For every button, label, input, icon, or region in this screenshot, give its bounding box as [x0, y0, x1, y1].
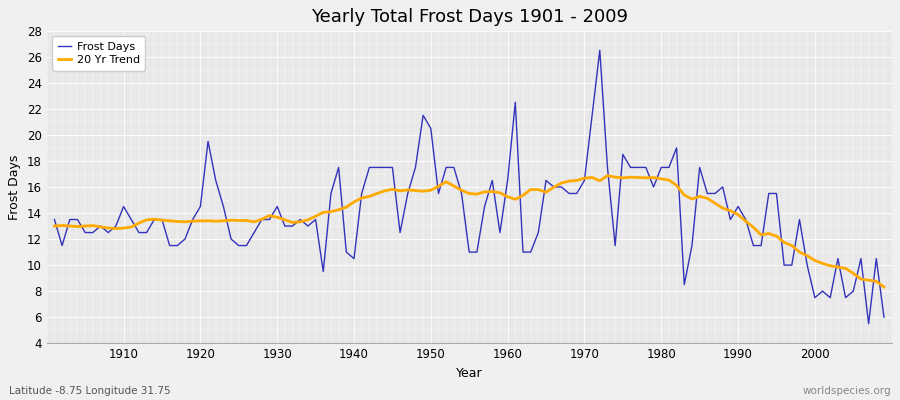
Text: Latitude -8.75 Longitude 31.75: Latitude -8.75 Longitude 31.75: [9, 386, 171, 396]
Line: Frost Days: Frost Days: [54, 50, 884, 324]
Frost Days: [111, 224, 122, 228]
Text: worldspecies.org: worldspecies.org: [803, 386, 891, 396]
20 Yr Trend: [494, 190, 505, 195]
20 Yr Trend: [502, 194, 513, 199]
20 Yr Trend: [602, 173, 613, 178]
20 Yr Trend: [280, 218, 291, 222]
Frost Days: [602, 165, 613, 170]
Frost Days: [878, 315, 889, 320]
20 Yr Trend: [326, 209, 337, 214]
Frost Days: [502, 178, 513, 183]
Frost Days: [326, 191, 337, 196]
Legend: Frost Days, 20 Yr Trend: Frost Days, 20 Yr Trend: [52, 36, 146, 71]
Frost Days: [494, 230, 505, 235]
20 Yr Trend: [49, 224, 59, 228]
20 Yr Trend: [111, 226, 122, 231]
Frost Days: [280, 224, 291, 228]
Title: Yearly Total Frost Days 1901 - 2009: Yearly Total Frost Days 1901 - 2009: [310, 8, 627, 26]
Frost Days: [863, 321, 874, 326]
Y-axis label: Frost Days: Frost Days: [8, 154, 22, 220]
20 Yr Trend: [594, 178, 605, 183]
Line: 20 Yr Trend: 20 Yr Trend: [54, 176, 884, 287]
Frost Days: [594, 48, 605, 53]
20 Yr Trend: [878, 285, 889, 290]
Frost Days: [49, 217, 59, 222]
X-axis label: Year: Year: [456, 367, 482, 380]
